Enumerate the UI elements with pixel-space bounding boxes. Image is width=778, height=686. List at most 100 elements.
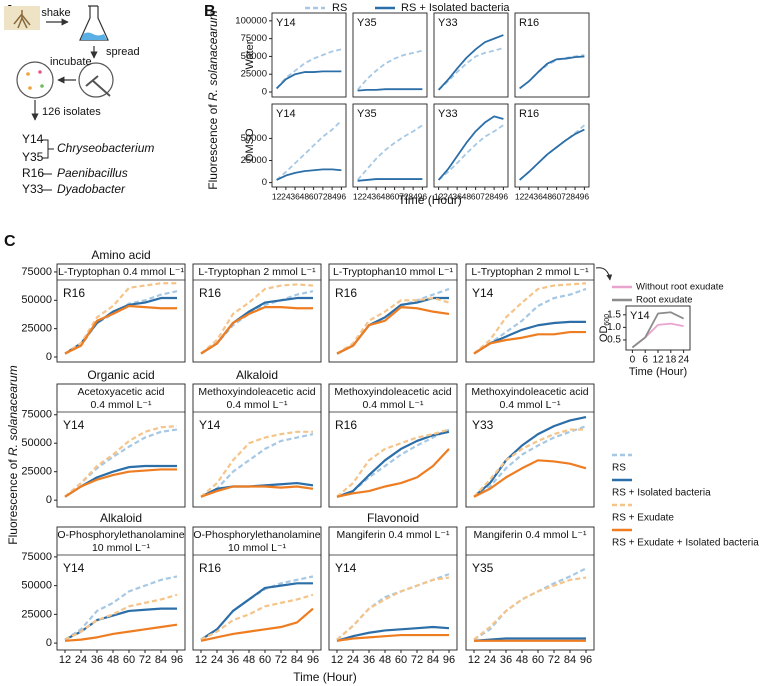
x-tick-label: 12: [468, 654, 480, 666]
series-line: [519, 55, 585, 90]
step-label: shake: [41, 7, 70, 19]
chart-group-label: Flavonoid: [367, 511, 419, 525]
x-tick-label: 12: [195, 654, 207, 666]
series-line: [276, 168, 342, 181]
x-tick-label: 84: [489, 191, 499, 201]
series-line: [64, 607, 177, 641]
x-tick-label: 60: [395, 654, 407, 666]
series-line: [473, 576, 587, 641]
chart-title: Y33: [438, 17, 458, 29]
legend-label: RS + Isolated bacteria: [612, 488, 711, 499]
x-tick-label: 72: [275, 654, 287, 666]
chart-title: 10 mmol L⁻¹: [92, 542, 151, 554]
series-line: [473, 428, 586, 498]
x-tick-label: 24: [75, 654, 87, 666]
x-tick-label: 72: [480, 191, 490, 201]
x-tick-label: 72: [548, 654, 560, 666]
x-tick-label: 12: [331, 654, 343, 666]
x-tick-label: 72: [561, 191, 571, 201]
x-tick-label: 96: [418, 191, 428, 201]
y-tick-label: 50000: [21, 437, 52, 449]
y-tick-label: 75000: [21, 409, 52, 421]
x-tick-label: 24: [281, 191, 291, 201]
series-line: [473, 425, 587, 498]
x-tick-label: 84: [564, 654, 576, 666]
chart-title: Acetoxyacetic acid: [78, 386, 165, 398]
plot-frame: [465, 263, 595, 363]
y-axis-label-species: R. solanacearum: [6, 365, 20, 456]
strain-label: R16: [199, 561, 221, 575]
y-tick-label: 1.5: [607, 309, 621, 320]
x-axis-label: Time (Hour): [293, 670, 357, 684]
isolate-id: Y33: [22, 182, 44, 196]
legend-label: RS: [612, 463, 626, 474]
plot-frame: [465, 526, 595, 651]
series-line: [336, 448, 450, 498]
plot-frame: [352, 12, 428, 98]
x-tick-label: 36: [452, 191, 462, 201]
x-tick-label: 36: [363, 654, 375, 666]
plot-frame: [465, 383, 595, 508]
isolate-id: Y35: [22, 150, 44, 164]
chart-title: 0.4 mmol L⁻¹: [91, 399, 152, 411]
y-tick-label: 25000: [241, 69, 267, 80]
series-line: [200, 290, 314, 355]
chart-title: 0.4 mmol L⁻¹: [363, 399, 424, 411]
x-tick-label: 36: [371, 191, 381, 201]
strain-label: Y14: [335, 561, 357, 575]
step-label: spread: [106, 46, 140, 58]
series-line: [200, 593, 314, 641]
series-line: [336, 625, 450, 642]
series-line: [336, 296, 450, 355]
series-line: [519, 54, 585, 90]
chart-title: L-Tryptophan 2 mmol L⁻¹: [471, 266, 589, 278]
chart-title: O-Phosphorylethanolamine: [193, 529, 320, 541]
series-line: [276, 120, 343, 181]
strain-label: Y33: [472, 418, 494, 432]
x-tick-label: 48: [462, 191, 472, 201]
y-tick-label: 0: [262, 177, 267, 188]
y-tick-label: 75000: [21, 551, 52, 563]
chart-title: Methoxyindoleacetic acid: [471, 386, 588, 398]
y-axis-label: OD600: [598, 314, 611, 342]
plot-frame: [192, 263, 322, 363]
x-tick-label: 24: [347, 654, 359, 666]
plot-frame: [56, 526, 186, 651]
series-line: [473, 415, 587, 498]
y-tick-label: 75000: [241, 33, 267, 44]
plot-frame: [271, 103, 347, 188]
series-line: [64, 623, 178, 642]
series-line: [64, 464, 177, 498]
y-tick-label: 25000: [241, 155, 267, 166]
series-line: [437, 115, 504, 181]
x-tick-label: 36: [533, 191, 543, 201]
chart-group-label: Organic acid: [87, 368, 154, 382]
x-tick-label: 72: [139, 654, 151, 666]
chart-group-label: Alkaloid: [236, 368, 278, 382]
chart-title: L-Tryptophan10 mmol L⁻¹: [333, 266, 454, 278]
x-tick-label: 48: [379, 654, 391, 666]
x-tick-label: 36: [500, 654, 512, 666]
plot-frame: [514, 103, 590, 188]
x-tick-label: 48: [300, 191, 310, 201]
x-tick-label: 24: [678, 355, 690, 366]
chart-title: 0.4 mmol L⁻¹: [500, 399, 561, 411]
chart-group-label: Alkaloid: [100, 511, 142, 525]
series-line: [357, 178, 423, 182]
series-line: [336, 287, 450, 355]
series-line: [64, 282, 177, 355]
x-tick-label: 84: [155, 654, 167, 666]
y-tick-label: 25000: [21, 323, 52, 335]
x-tick-label: 96: [580, 654, 592, 666]
series-line: [473, 459, 587, 498]
x-tick-label: 36: [91, 654, 103, 666]
row-label: Water: [244, 40, 256, 69]
chart-title: R16: [519, 108, 539, 120]
x-tick-label: 96: [171, 654, 183, 666]
workflow-icons: [4, 5, 114, 191]
x-tick-label: 72: [411, 654, 423, 666]
series-line: [631, 311, 684, 349]
series-line: [357, 88, 423, 92]
strain-label: R16: [335, 286, 357, 300]
series-line: [200, 582, 313, 641]
